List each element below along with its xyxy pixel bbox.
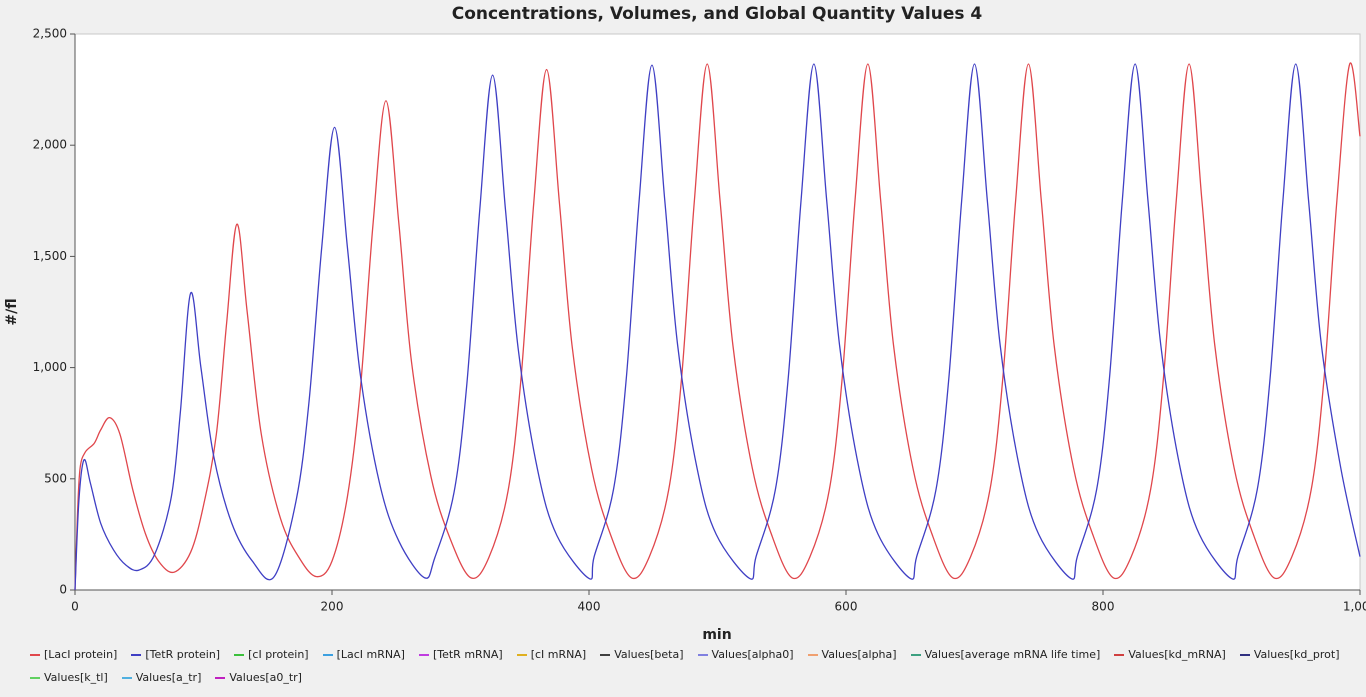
legend-label: Values[a0_tr] <box>229 671 302 684</box>
legend-item[interactable]: Values[average mRNA life time] <box>910 648 1101 661</box>
legend-label: [LacI protein] <box>44 648 118 661</box>
x-tick-label: 800 <box>1092 600 1115 614</box>
legend-label: Values[average mRNA life time] <box>924 648 1101 661</box>
y-tick-label: 0 <box>59 583 67 597</box>
legend-item[interactable]: Values[alpha0] <box>697 648 794 661</box>
legend-label: Values[beta] <box>614 648 684 661</box>
legend-label: Values[k_tl] <box>44 671 108 684</box>
legend-label: [LacI mRNA] <box>336 648 405 661</box>
legend-item[interactable]: Values[k_tl] <box>30 671 108 684</box>
x-axis-label: min <box>702 627 731 643</box>
legend-label: [TetR protein] <box>145 648 221 661</box>
legend-label: Values[kd_mRNA] <box>1128 648 1226 661</box>
legend-item[interactable]: Values[kd_prot] <box>1239 648 1340 661</box>
legend-swatch <box>516 653 527 656</box>
legend-swatch <box>121 676 132 679</box>
legend-label: [cI protein] <box>248 648 309 661</box>
y-tick-label: 1,500 <box>33 249 67 263</box>
legend-item[interactable]: [TetR protein] <box>131 648 220 661</box>
legend-swatch <box>697 653 708 656</box>
legend-swatch <box>30 676 40 679</box>
legend-swatch <box>234 653 245 656</box>
chart: Concentrations, Volumes, and Global Quan… <box>4 4 1366 643</box>
legend-item[interactable]: [TetR mRNA] <box>418 648 503 661</box>
legend-label: Values[alpha0] <box>711 648 794 661</box>
x-tick-label: 200 <box>321 600 344 614</box>
x-tick-label: 1,000 <box>1343 600 1366 614</box>
legend-swatch <box>1239 653 1250 656</box>
legend-swatch <box>418 653 429 656</box>
legend-swatch <box>910 653 921 656</box>
y-axis-label: #/fl <box>4 298 20 325</box>
legend-item[interactable]: [cI mRNA] <box>516 648 587 661</box>
legend-item[interactable]: Values[kd_mRNA] <box>1114 648 1226 661</box>
chart-title: Concentrations, Volumes, and Global Quan… <box>452 4 983 24</box>
y-tick-label: 500 <box>44 471 67 485</box>
x-tick-label: 0 <box>71 600 79 614</box>
y-tick-label: 1,000 <box>33 360 67 374</box>
legend-item[interactable]: Values[a_tr] <box>121 671 202 684</box>
legend-label: Values[alpha] <box>821 648 897 661</box>
legend-swatch <box>30 653 40 656</box>
legend-item[interactable]: Values[beta] <box>600 648 684 661</box>
legend-label: [TetR mRNA] <box>432 648 503 661</box>
legend-swatch <box>807 653 818 656</box>
legend-swatch <box>215 676 226 679</box>
legend-item[interactable]: Values[alpha] <box>807 648 897 661</box>
legend: [LacI protein] [TetR protein] [cI protein]… <box>30 648 1360 684</box>
y-tick-label: 2,000 <box>33 138 67 152</box>
legend-swatch <box>131 653 142 656</box>
legend-item[interactable]: Values[a0_tr] <box>215 671 302 684</box>
legend-swatch <box>322 653 333 656</box>
x-tick-label: 400 <box>578 600 601 614</box>
legend-label: Values[kd_prot] <box>1253 648 1340 661</box>
legend-item[interactable]: [LacI protein] <box>30 648 117 661</box>
y-tick-label: 2,500 <box>33 27 67 41</box>
legend-label: Values[a_tr] <box>135 671 202 684</box>
series-line <box>74 63 1361 591</box>
plot-area <box>74 33 1361 591</box>
legend-item[interactable]: [cI protein] <box>234 648 309 661</box>
legend-swatch <box>1114 653 1125 656</box>
series-line <box>74 62 1361 591</box>
legend-label: [cI mRNA] <box>530 648 587 661</box>
legend-item[interactable]: [LacI mRNA] <box>322 648 405 661</box>
legend-swatch <box>600 653 611 656</box>
x-tick-label: 600 <box>835 600 858 614</box>
